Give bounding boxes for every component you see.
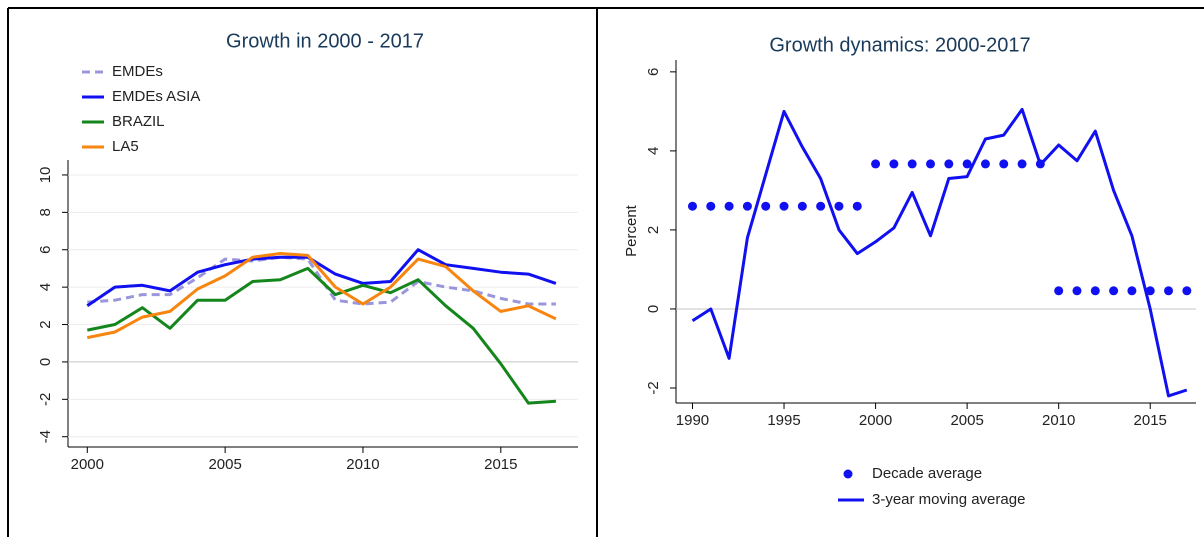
dot — [1145, 286, 1155, 296]
dot — [761, 201, 771, 211]
chart-title: Growth in 2000 - 2017 — [226, 30, 424, 52]
dot — [779, 201, 789, 211]
y-tick-label: 2 — [37, 320, 54, 328]
dot — [816, 201, 826, 211]
dot — [944, 159, 954, 169]
y-tick-label: -4 — [37, 430, 54, 443]
dot — [742, 201, 752, 211]
x-tick-label: 2015 — [1134, 412, 1167, 429]
dot — [999, 159, 1009, 169]
dot — [797, 201, 807, 211]
dot — [1127, 286, 1137, 296]
y-axis-label: Percent — [623, 204, 640, 257]
dot — [907, 159, 917, 169]
chart-title: Growth dynamics: 2000-2017 — [769, 34, 1030, 56]
x-tick-label: 1995 — [767, 412, 800, 429]
series-line — [87, 255, 556, 306]
y-tick-label: 4 — [37, 283, 54, 291]
dot — [724, 201, 734, 211]
y-tick-label: 10 — [37, 167, 54, 184]
y-tick-label: 2 — [645, 226, 662, 234]
y-tick-label: 8 — [37, 208, 54, 216]
series-line — [691, 107, 1188, 398]
x-tick-label: 1990 — [676, 412, 709, 429]
dot — [1090, 286, 1100, 296]
dot — [980, 159, 990, 169]
y-tick-label: 0 — [645, 305, 662, 313]
dot — [1054, 286, 1064, 296]
dot — [706, 201, 716, 211]
dot — [871, 159, 881, 169]
series-line — [87, 252, 557, 340]
y-tick-label: 4 — [645, 147, 662, 155]
series-line — [86, 248, 557, 308]
dot — [834, 201, 844, 211]
x-tick-label: 2005 — [950, 412, 983, 429]
dot — [1182, 286, 1192, 296]
x-tick-label: 2010 — [1042, 412, 1075, 429]
dot — [1072, 286, 1082, 296]
legend-marker — [843, 469, 853, 479]
dot — [1164, 286, 1174, 296]
dot — [962, 159, 972, 169]
legend-label: EMDEs ASIA — [112, 88, 200, 105]
x-tick-label: 2010 — [346, 456, 379, 473]
x-tick-label: 2000 — [859, 412, 892, 429]
dot — [1017, 159, 1027, 169]
dot — [926, 159, 936, 169]
legend-label: EMDEs — [112, 63, 163, 80]
y-tick-label: 6 — [645, 68, 662, 76]
legend-label: LA5 — [112, 138, 139, 155]
x-tick-label: 2000 — [71, 456, 104, 473]
y-tick-label: -2 — [645, 381, 662, 394]
x-tick-label: 2015 — [484, 456, 517, 473]
legend-label: BRAZIL — [112, 113, 165, 130]
y-tick-label: 0 — [37, 358, 54, 366]
dot — [687, 201, 697, 211]
dot — [889, 159, 899, 169]
legend-label: 3-year moving average — [872, 491, 1025, 508]
x-tick-label: 2005 — [208, 456, 241, 473]
series-line — [87, 266, 557, 405]
dot — [1109, 286, 1119, 296]
y-tick-label: -2 — [37, 393, 54, 406]
y-tick-label: 6 — [37, 246, 54, 254]
legend-label: Decade average — [872, 465, 982, 482]
dot — [852, 201, 862, 211]
